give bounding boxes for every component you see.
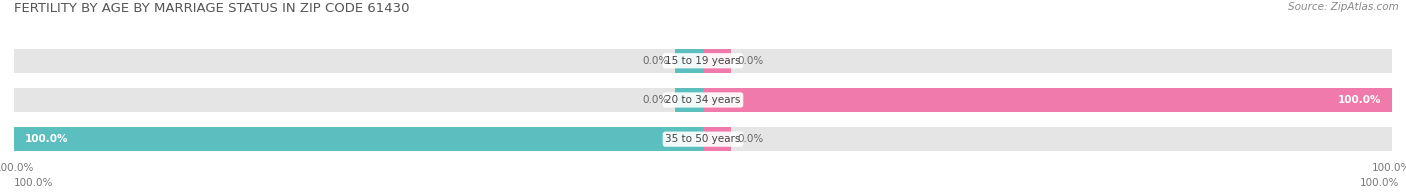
Text: 0.0%: 0.0% — [643, 95, 669, 105]
Text: 0.0%: 0.0% — [643, 56, 669, 66]
Text: FERTILITY BY AGE BY MARRIAGE STATUS IN ZIP CODE 61430: FERTILITY BY AGE BY MARRIAGE STATUS IN Z… — [14, 2, 409, 15]
Bar — [675, 49, 703, 73]
Text: 100.0%: 100.0% — [1360, 178, 1399, 188]
Text: 35 to 50 years: 35 to 50 years — [665, 134, 741, 144]
Text: 0.0%: 0.0% — [738, 56, 763, 66]
Bar — [703, 49, 731, 73]
Bar — [14, 88, 1392, 112]
Bar — [14, 127, 703, 151]
Bar — [14, 49, 1392, 73]
Bar — [675, 88, 703, 112]
Text: 0.0%: 0.0% — [738, 134, 763, 144]
Text: 100.0%: 100.0% — [24, 134, 67, 144]
Text: 15 to 19 years: 15 to 19 years — [665, 56, 741, 66]
Text: 100.0%: 100.0% — [14, 178, 53, 188]
Bar — [703, 127, 731, 151]
Bar — [14, 127, 1392, 151]
Text: 20 to 34 years: 20 to 34 years — [665, 95, 741, 105]
Text: Source: ZipAtlas.com: Source: ZipAtlas.com — [1288, 2, 1399, 12]
Bar — [703, 88, 1392, 112]
Text: 100.0%: 100.0% — [1339, 95, 1382, 105]
